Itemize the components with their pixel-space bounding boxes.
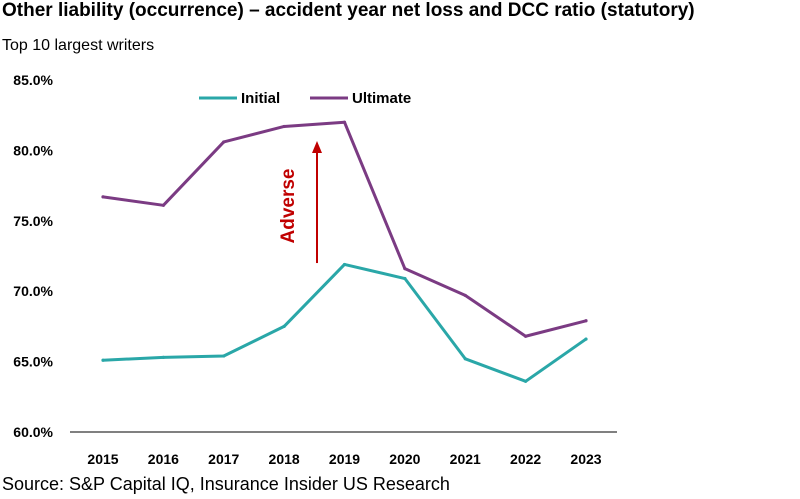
adverse-arrow-head — [312, 140, 322, 153]
x-tick-label: 2020 — [389, 451, 420, 467]
series-initial — [101, 262, 588, 383]
y-tick-label: 65.0% — [13, 354, 53, 370]
adverse-annotation-label: Adverse — [278, 169, 299, 244]
data-point-initial-2018 — [282, 324, 286, 328]
data-point-initial-2017 — [222, 354, 226, 358]
data-point-ultimate-2020 — [403, 267, 407, 271]
data-point-initial-2021 — [463, 357, 467, 361]
x-tick-label: 2015 — [87, 451, 118, 467]
line-chart: 60.0%65.0%70.0%75.0%80.0%85.0% 2015 2016 2… — [13, 72, 617, 467]
chart-subtitle: Top 10 largest writers — [2, 37, 155, 54]
data-point-ultimate-2015 — [101, 195, 105, 199]
data-point-initial-2016 — [161, 355, 165, 359]
legend-label: Initial — [241, 90, 280, 107]
x-axis-ticks: 2015 2016 2017 2018 2019 2020 2021 2022 2023 — [87, 451, 601, 467]
data-point-ultimate-2019 — [342, 120, 347, 124]
y-axis-ticks: 60.0% 65.0% 70.0% 75.0% 80.0% 85.0% — [13, 72, 53, 440]
series-line-initial — [101, 262, 588, 383]
data-point-ultimate-2018 — [282, 124, 286, 129]
x-tick-label: 2019 — [329, 451, 360, 467]
data-point-initial-2019 — [342, 262, 347, 267]
legend-item-ultimate: Ultimate — [310, 90, 411, 107]
x-tick-label: 2022 — [510, 451, 541, 467]
data-point-ultimate-2016 — [161, 203, 165, 207]
data-point-initial-2020 — [403, 276, 407, 281]
x-tick-label: 2017 — [208, 451, 239, 467]
legend-label: Ultimate — [352, 90, 411, 107]
y-tick-label: 85.0% — [13, 72, 53, 88]
y-tick-label: 75.0% — [13, 213, 53, 229]
y-tick-label: 60.0% — [13, 424, 53, 440]
x-tick-label: 2023 — [570, 451, 601, 467]
chart-source: Source: S&P Capital IQ, Insurance Inside… — [2, 474, 450, 494]
series-layer — [101, 120, 588, 383]
x-tick-label: 2016 — [148, 451, 179, 467]
data-point-ultimate-2022 — [524, 334, 528, 338]
y-tick-label: 80.0% — [13, 142, 53, 158]
series-line-ultimate — [101, 120, 588, 338]
series-ultimate — [101, 120, 588, 338]
chart-title: Other liability (occurrence) – accident … — [2, 0, 695, 21]
legend-item-initial: Initial — [199, 90, 280, 107]
data-point-initial-2023 — [584, 337, 588, 341]
data-point-ultimate-2023 — [584, 319, 588, 323]
data-point-initial-2015 — [101, 358, 105, 362]
data-point-ultimate-2017 — [222, 140, 226, 144]
legend: Initial Ultimate — [199, 90, 411, 107]
x-tick-label: 2018 — [269, 451, 300, 467]
data-point-initial-2022 — [524, 379, 528, 383]
data-point-ultimate-2021 — [463, 293, 467, 298]
annotation-layer: Adverse — [278, 140, 322, 264]
x-tick-label: 2021 — [450, 451, 481, 467]
y-tick-label: 70.0% — [13, 283, 53, 299]
